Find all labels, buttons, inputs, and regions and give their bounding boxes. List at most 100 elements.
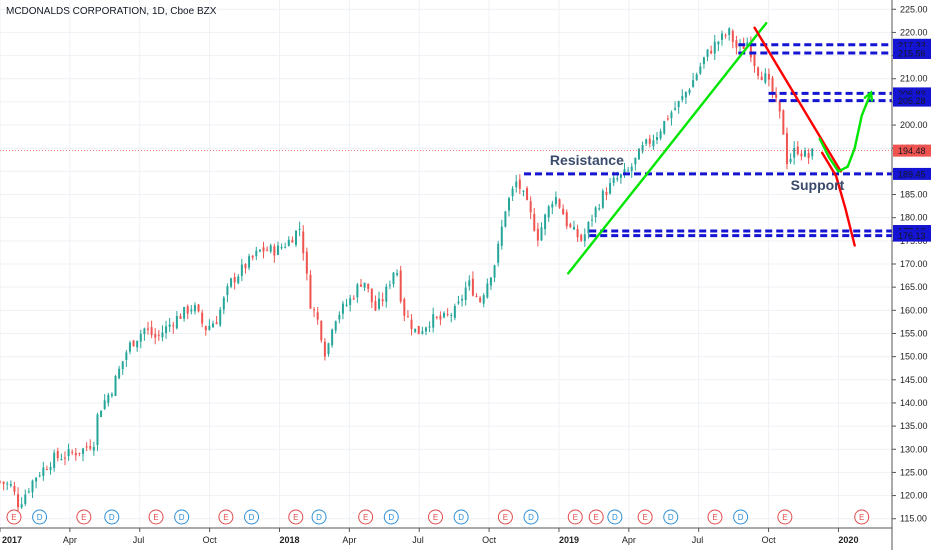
event-marker-label: E xyxy=(712,513,717,522)
candle-body xyxy=(183,307,186,319)
candle-body xyxy=(56,450,59,459)
event-marker-label: E xyxy=(11,513,16,522)
candle-body xyxy=(500,226,503,246)
candle-body xyxy=(190,309,193,312)
dividend-marker xyxy=(174,509,190,525)
earnings-marker xyxy=(6,509,22,525)
candle-body xyxy=(363,282,366,288)
candle-body xyxy=(796,146,799,155)
candle-body xyxy=(598,208,601,210)
candle-body xyxy=(533,213,536,231)
candle-body xyxy=(201,312,204,324)
candle-body xyxy=(569,224,572,228)
event-marker-label: D xyxy=(738,513,744,522)
candle-body xyxy=(132,340,135,347)
candle-body xyxy=(35,477,38,482)
earnings-marker xyxy=(777,509,793,525)
earnings-marker xyxy=(588,509,604,525)
event-marker-label: D xyxy=(668,513,674,522)
price-badges: 217.33215.56206.83205.28189.45177.12176.… xyxy=(893,38,931,242)
candle-body xyxy=(276,245,279,255)
earnings-marker xyxy=(854,509,870,525)
candle-body xyxy=(428,326,431,328)
candle-body xyxy=(717,41,720,45)
candle-body xyxy=(688,89,691,93)
candle-body xyxy=(724,34,727,36)
x-tick-label: 2017 xyxy=(2,535,22,545)
x-tick-label: Jul xyxy=(133,535,145,545)
candle-body xyxy=(154,333,157,338)
candle-body xyxy=(446,314,449,316)
candle-body xyxy=(388,284,391,286)
candle-body xyxy=(785,133,788,165)
price-badge-label: 194.48 xyxy=(898,146,926,156)
candle-body xyxy=(327,343,330,355)
candle-body xyxy=(78,452,81,454)
trendline xyxy=(818,91,873,173)
candle-body xyxy=(392,272,395,285)
candle-body xyxy=(136,340,139,348)
dividend-marker xyxy=(607,509,623,525)
candle-body xyxy=(197,304,200,312)
candle-body xyxy=(746,42,749,47)
candle-body xyxy=(410,319,413,330)
candle-body xyxy=(486,283,489,298)
candle-body xyxy=(378,298,381,309)
earnings-marker xyxy=(428,509,444,525)
candle-body xyxy=(273,246,276,256)
candle-body xyxy=(396,273,399,275)
candle-body xyxy=(670,112,673,119)
candle-body xyxy=(482,295,485,304)
candle-body xyxy=(591,219,594,221)
candle-body xyxy=(175,316,178,329)
candle-body xyxy=(219,309,222,326)
trendline xyxy=(820,151,856,247)
candle-body xyxy=(284,246,287,248)
time-axis[interactable]: 2017 Apr Jul Oct 2018 Apr Jul Oct 2019 Apr Jul Oct 2… xyxy=(0,528,858,545)
candle-body xyxy=(782,110,785,135)
y-tick-label: 130.00 xyxy=(900,444,928,454)
event-marker-label: E xyxy=(859,513,864,522)
candle-body xyxy=(89,445,92,449)
y-tick-label: 155.00 xyxy=(900,328,928,338)
earnings-marker xyxy=(497,509,513,525)
candle-body xyxy=(515,181,518,188)
candle-body xyxy=(439,315,442,320)
candle-body xyxy=(2,481,5,484)
event-marker-label: E xyxy=(81,513,86,522)
event-marker-label: D xyxy=(528,513,534,522)
candle-body xyxy=(128,342,131,352)
trendline xyxy=(753,26,842,173)
candle-body xyxy=(554,197,557,204)
event-marker-label: E xyxy=(782,513,787,522)
y-tick-label: 135.00 xyxy=(900,421,928,431)
candle-body xyxy=(677,101,680,108)
candle-body xyxy=(204,326,207,331)
y-tick-label: 225.00 xyxy=(900,4,928,14)
candle-body xyxy=(479,297,482,302)
candle-body xyxy=(147,328,150,330)
candle-body xyxy=(710,50,713,54)
earnings-marker xyxy=(148,509,164,525)
candle-body xyxy=(24,494,27,504)
candle-body xyxy=(471,278,474,296)
candle-body xyxy=(370,288,373,303)
earnings-marker xyxy=(707,509,723,525)
candle-body xyxy=(287,239,290,246)
candle-body xyxy=(735,40,738,48)
candle-body xyxy=(627,170,630,172)
candle-body xyxy=(334,321,337,331)
candle-body xyxy=(82,448,85,454)
candle-body xyxy=(143,328,146,335)
candle-body xyxy=(226,286,229,296)
candle-body xyxy=(565,212,568,227)
event-marker-label: E xyxy=(642,513,647,522)
candle-body xyxy=(406,316,409,318)
event-marker-label: E xyxy=(433,513,438,522)
candle-body xyxy=(49,466,52,470)
candle-body xyxy=(295,230,298,245)
earnings-marker xyxy=(637,509,653,525)
dividend-marker xyxy=(523,509,539,525)
candle-body xyxy=(352,298,355,300)
